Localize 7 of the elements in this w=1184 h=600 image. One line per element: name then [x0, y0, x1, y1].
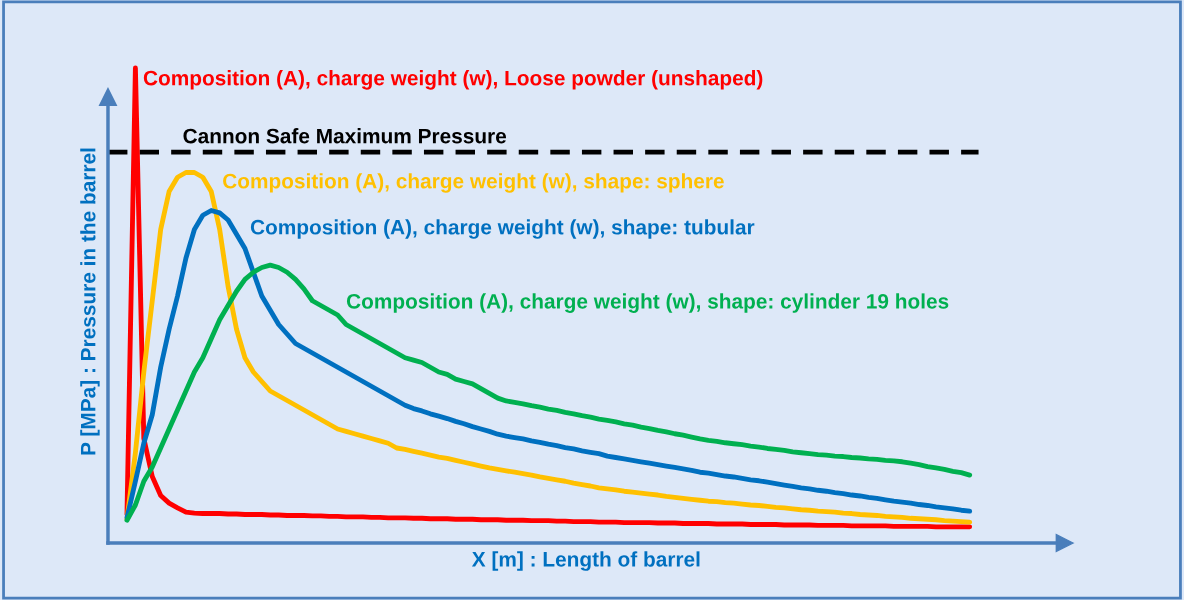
ref-line-label: Cannon Safe Maximum Pressure: [183, 128, 507, 144]
y-axis-title: P [MPa] : Pressure in the barrel: [80, 148, 100, 455]
x-axis-title: X [m] : Length of barrel: [471, 551, 700, 571]
series-label: Composition (A), charge weight (w), Loose powder (unshaped): [143, 70, 763, 90]
series-label: Composition (A), charge weight (w), shape: tubular: [250, 219, 755, 239]
series-label: Composition (A), charge weight (w), shape: cylinder 19 holes: [346, 293, 949, 313]
series-label: Composition (A), charge weight (w), shape: sphere: [223, 173, 724, 193]
